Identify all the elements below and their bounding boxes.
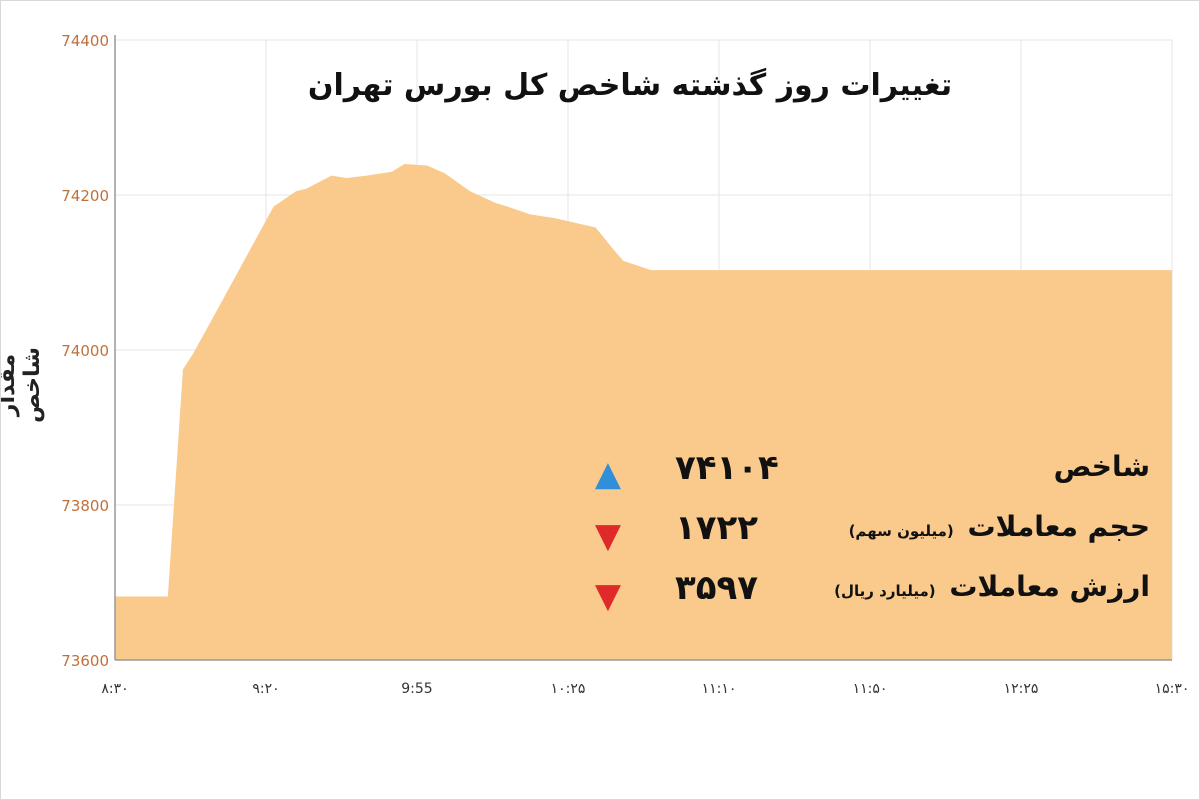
trade-value-label: ارزش معاملات (میلیارد ریال)	[834, 570, 1150, 603]
y-tick-label: 74200	[61, 187, 109, 205]
index-label: شاخص	[1054, 450, 1150, 483]
chart-title: تغییرات روز گذشته شاخص کل بورس تهران	[307, 68, 953, 103]
down-arrow-icon: ▼	[594, 576, 622, 616]
y-tick-label: 73600	[61, 652, 109, 670]
y-tick-labels: 73600 73800 74000 74200 74400	[61, 32, 109, 670]
info-row-volume: ▼ ۱۷۲۲ حجم معاملات (میلیون سهم)	[560, 508, 1160, 560]
x-tick-labels: ۸:۳۰ ۹:۲۰ 9:55 ۱۰:۲۵ ۱۱:۱۰ ۱۱:۵۰ ۱۲:۲۵ ۱۵:۳۰	[101, 681, 1189, 697]
volume-label-text: حجم معاملات	[967, 510, 1150, 543]
x-tick-label: ۱۱:۵۰	[853, 681, 888, 697]
x-tick-label: ۱۰:۲۵	[551, 681, 586, 697]
x-tick-label: ۱۱:۱۰	[702, 681, 737, 697]
index-label-text: شاخص	[1053, 450, 1150, 483]
x-tick-label: ۱۲:۲۵	[1004, 681, 1039, 697]
x-tick-label: ۱۵:۳۰	[1155, 681, 1190, 697]
x-tick-label: 9:55	[401, 681, 432, 697]
index-area	[115, 164, 1172, 660]
x-tick-label: ۸:۳۰	[101, 681, 128, 697]
y-tick-label: 74400	[61, 32, 109, 50]
trade-value-value: ۳۵۹۷	[675, 568, 759, 608]
y-tick-label: 73800	[61, 497, 109, 515]
index-value: ۷۴۱۰۴	[675, 448, 779, 488]
volume-value: ۱۷۲۲	[675, 508, 759, 548]
info-row-value: ▼ ۳۵۹۷ ارزش معاملات (میلیارد ریال)	[560, 568, 1160, 620]
trade-value-unit: (میلیارد ریال)	[834, 582, 936, 600]
y-tick-label: 74000	[61, 342, 109, 360]
up-arrow-icon: ▲	[594, 454, 622, 494]
y-axis-label: مقدار شاخص	[0, 347, 45, 423]
x-tick-label: ۹:۲۰	[252, 681, 279, 697]
volume-label: حجم معاملات (میلیون سهم)	[849, 510, 1150, 543]
info-row-index: ▲ ۷۴۱۰۴ شاخص	[560, 448, 1160, 500]
down-arrow-icon: ▼	[594, 516, 622, 556]
trade-value-label-text: ارزش معاملات	[949, 570, 1150, 603]
area-series	[115, 164, 1172, 660]
volume-unit: (میلیون سهم)	[848, 522, 954, 540]
axes	[114, 35, 1172, 661]
